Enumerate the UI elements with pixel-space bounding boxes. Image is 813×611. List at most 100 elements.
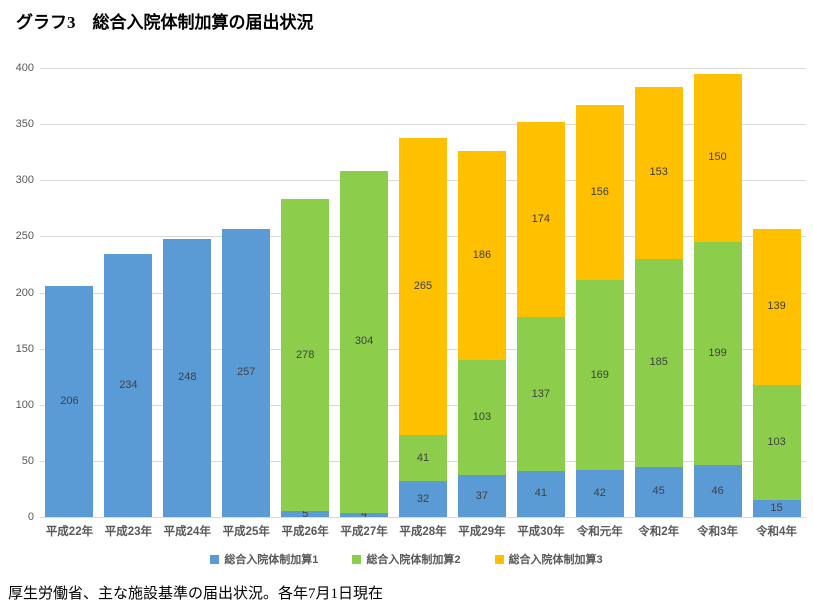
x-axis-labels: 平成22年 平成23年 平成24年 平成25年 平成26年 平成27年 平成28年 平成29年… xyxy=(40,523,806,539)
bar-column-平成28年: 32 41 265 xyxy=(394,68,453,517)
data-label: 103 xyxy=(472,411,492,424)
bar-segment: 304 xyxy=(340,171,389,513)
y-tick-label-150: 150 xyxy=(15,342,34,355)
bar-segment: 265 xyxy=(398,137,447,436)
bar-column-平成25年: 257 xyxy=(217,68,276,517)
data-label: 4 xyxy=(361,508,368,521)
data-label: 169 xyxy=(590,368,609,381)
bar-column-令和3年: 46 199 150 xyxy=(688,68,747,517)
data-label: 32 xyxy=(416,492,430,505)
legend: 総合入院体制加算1 総合入院体制加算2 総合入院体制加算3 xyxy=(0,551,813,567)
data-label: 278 xyxy=(295,348,315,361)
legend-swatch-icon xyxy=(494,554,504,564)
legend-item: 総合入院体制加算2 xyxy=(352,551,461,567)
x-tick-label: 令和2年 xyxy=(638,526,680,538)
data-label: 156 xyxy=(590,186,609,199)
bar-segment: 257 xyxy=(222,228,271,517)
data-label: 186 xyxy=(472,248,492,261)
legend-item: 総合入院体制加算1 xyxy=(210,551,318,567)
legend-label: 総合入院体制加算3 xyxy=(508,554,603,566)
y-tick-label-0: 0 xyxy=(27,511,34,523)
bar-segment: 150 xyxy=(693,73,742,242)
x-tick-label: 平成26年 xyxy=(281,526,329,538)
bar-column-令和元年: 42 169 156 xyxy=(570,68,629,517)
legend-label: 総合入院体制加算1 xyxy=(224,554,319,566)
y-tick-label-250: 250 xyxy=(15,230,34,243)
bar-segment: 174 xyxy=(516,121,565,318)
bar-column-令和4年: 15 103 139 xyxy=(747,68,806,517)
bar-segment: 153 xyxy=(634,87,683,259)
data-label: 41 xyxy=(534,487,547,500)
chart-plot-area: 0 50 100 150 200 250 300 350 400 206 234 248 257 5 27… xyxy=(16,62,806,523)
y-tick-label-200: 200 xyxy=(15,286,34,299)
bar-segment: 186 xyxy=(457,151,506,360)
gridline-400 xyxy=(40,68,806,69)
data-label: 46 xyxy=(711,484,724,497)
chart-title: グラフ3 総合入院体制加算の届出状況 xyxy=(16,13,314,32)
y-tick-label-350: 350 xyxy=(15,118,34,131)
data-label: 150 xyxy=(708,151,727,164)
bar-segment: 139 xyxy=(752,228,801,385)
data-label: 37 xyxy=(475,489,489,502)
bar-segment: 103 xyxy=(752,384,801,501)
y-tick-label-100: 100 xyxy=(15,398,34,411)
data-label: 103 xyxy=(767,435,786,448)
legend-swatch-icon xyxy=(352,554,362,564)
gridline-350 xyxy=(40,124,806,126)
data-label: 174 xyxy=(531,213,550,226)
data-label: 304 xyxy=(354,335,374,348)
data-label: 137 xyxy=(531,387,550,400)
bar-segment: 156 xyxy=(575,105,624,281)
y-tick-label-50: 50 xyxy=(21,454,34,467)
bar-segment: 37 xyxy=(457,475,506,517)
bar-segment: 199 xyxy=(693,242,742,466)
data-label: 41 xyxy=(416,451,430,464)
bar-segment: 32 xyxy=(398,481,447,517)
bars-container: 206 234 248 257 5 278 4 304 32 41 265 37 103 186 41 137… xyxy=(40,68,806,520)
x-tick-label: 平成23年 xyxy=(104,526,153,538)
bar-segment: 248 xyxy=(163,238,212,517)
x-tick-label: 令和元年 xyxy=(576,526,623,538)
bar-segment: 45 xyxy=(634,466,683,517)
x-tick-label: 平成30年 xyxy=(517,526,565,538)
bar-segment: 5 xyxy=(281,508,330,519)
bar-segment: 15 xyxy=(752,500,801,517)
bar-segment: 206 xyxy=(45,285,94,517)
data-label: 234 xyxy=(119,379,138,392)
data-label: 199 xyxy=(708,347,727,360)
data-label: 248 xyxy=(178,371,197,384)
data-label: 153 xyxy=(649,166,668,179)
data-label: 139 xyxy=(767,300,786,313)
bar-segment: 169 xyxy=(575,280,624,470)
data-label: 206 xyxy=(60,394,79,407)
data-label: 257 xyxy=(237,366,256,379)
x-tick-label: 平成24年 xyxy=(163,526,211,538)
bar-segment: 41 xyxy=(516,470,565,517)
bar-segment: 103 xyxy=(457,359,506,476)
bar-segment: 42 xyxy=(575,469,624,517)
x-tick-label: 平成25年 xyxy=(222,526,270,538)
bar-column-平成22年: 206 xyxy=(40,68,99,517)
bar-column-平成30年: 41 137 174 xyxy=(511,68,570,517)
legend-item: 総合入院体制加算3 xyxy=(494,551,603,567)
x-tick-label: 平成28年 xyxy=(399,526,447,538)
x-tick-label: 平成29年 xyxy=(458,526,506,538)
x-tick-label: 令和4年 xyxy=(756,526,797,538)
bar-segment: 278 xyxy=(281,199,330,512)
y-tick-label-300: 300 xyxy=(15,174,34,187)
bar-column-平成24年: 248 xyxy=(158,68,217,517)
source-note: 厚生労働省、主な施設基準の届出状況。各年7月1日現在 xyxy=(8,586,384,602)
data-label: 45 xyxy=(652,485,665,498)
bar-column-平成23年: 234 xyxy=(99,68,158,517)
data-label: 185 xyxy=(649,356,668,369)
bar-column-令和2年: 45 185 153 xyxy=(629,68,688,517)
data-label: 15 xyxy=(770,502,783,515)
bar-segment: 137 xyxy=(516,317,565,471)
bar-segment: 4 xyxy=(340,509,389,520)
gridline-0 xyxy=(40,517,806,518)
bar-segment: 46 xyxy=(693,465,742,517)
data-label: 265 xyxy=(413,279,433,292)
bar-segment: 234 xyxy=(104,254,153,517)
data-label: 42 xyxy=(593,486,606,499)
